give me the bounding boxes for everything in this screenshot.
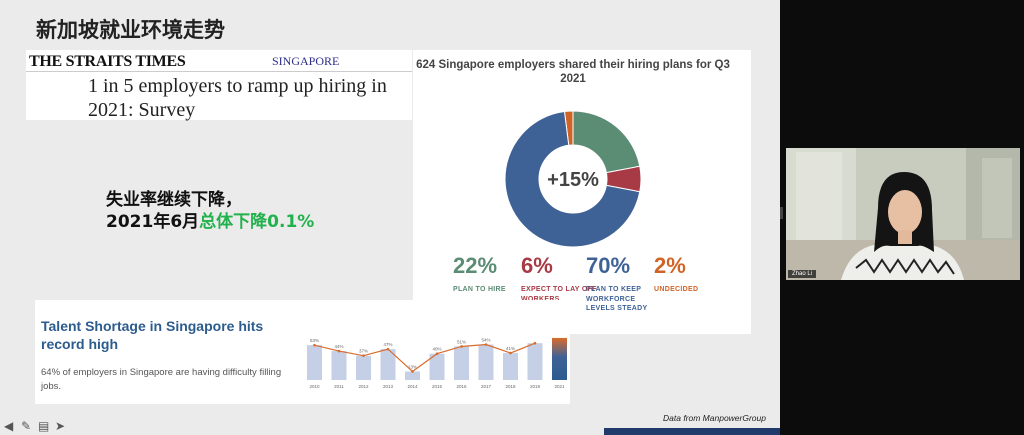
- stat-value: 2%: [654, 253, 686, 278]
- bar-2019: [527, 343, 543, 380]
- x-tick-label: 2019: [530, 384, 541, 389]
- bar-2017: [478, 344, 494, 380]
- participant-video[interactable]: Zhao Li: [786, 148, 1020, 280]
- stat-undecided: 2% UNDECIDED: [654, 253, 734, 295]
- stat-value: 6%: [521, 253, 553, 278]
- stat-value: 22%: [453, 253, 498, 278]
- hiring-plans-title: 624 Singapore employers shared their hir…: [416, 59, 730, 85]
- trend-point: [362, 354, 365, 357]
- x-tick-label: 2016: [456, 384, 467, 389]
- bar-2021: [552, 337, 567, 380]
- bar-2018: [503, 353, 518, 380]
- slides-menu-icon[interactable]: ▤: [38, 419, 50, 433]
- participant-name-tag: Zhao Li: [788, 270, 817, 278]
- hiring-plans-panel: 624 Singapore employers shared their hir…: [413, 50, 751, 334]
- bar-2013: [380, 349, 396, 380]
- unemployment-date: 2021年6月: [106, 212, 200, 232]
- trend-point: [313, 343, 316, 347]
- data-label: 44%: [334, 344, 343, 349]
- bar-2015: [429, 353, 445, 380]
- trend-point: [460, 345, 463, 348]
- talent-title: Talent Shortage in Singapore hits record…: [41, 318, 264, 352]
- stat-label: PLAN TO KEEP WORKFORCE LEVELS STEADY: [586, 286, 648, 312]
- x-tick-label: 2015: [432, 384, 443, 389]
- presentation-slide: 新加坡就业环境走势 THE STRAITS TIMES SINGAPORE 1 …: [0, 0, 780, 435]
- footer-accent-bar: [604, 428, 780, 435]
- x-tick-label: 2012: [358, 384, 369, 389]
- data-label: 41%: [506, 346, 515, 351]
- donut-slice-plan-to-hire: [572, 110, 641, 174]
- next-slide-icon[interactable]: ➤: [55, 419, 66, 433]
- unemployment-line-1: 失业率继续下降，: [106, 190, 242, 210]
- x-tick-label: 2013: [383, 384, 394, 389]
- x-tick-label: 2021: [554, 384, 565, 389]
- donut-slice-keep-steady: [504, 110, 641, 248]
- stat-keep-steady: 70% PLAN TO KEEP WORKFORCE LEVELS STEADY: [586, 253, 666, 314]
- bar-2011: [331, 351, 347, 380]
- bar-2014: [405, 371, 420, 380]
- bar-2012: [356, 355, 371, 380]
- talent-shortage-panel: Talent Shortage in Singapore hits record…: [35, 300, 570, 404]
- x-tick-label: 2014: [407, 384, 418, 389]
- talent-shortage-bar-chart: 2010 53% 2011 44% 2012 37% 2013 47% 2014 13% 2015 4…: [307, 337, 567, 389]
- x-tick-label: 2011: [334, 384, 344, 389]
- unemployment-note: 失业率继续下降， 2021年6月总体下降0.1%: [106, 189, 314, 233]
- donut-center-label: +15%: [547, 169, 599, 191]
- stat-lay-off: 6% EXPECT TO LAY OFF WORKERS: [521, 253, 601, 304]
- trend-point: [533, 341, 537, 345]
- talent-body: 64% of employers in Singapore are having…: [41, 367, 282, 392]
- bar-2016: [454, 346, 469, 380]
- trend-point: [509, 351, 512, 355]
- participant-video-frame: [786, 148, 1020, 280]
- news-divider: [26, 71, 412, 72]
- data-label: 40%: [432, 347, 441, 352]
- x-tick-label: 2018: [505, 384, 516, 389]
- trend-point: [435, 352, 439, 356]
- slide-title: 新加坡就业环境走势: [36, 18, 225, 42]
- data-label: 37%: [359, 349, 368, 354]
- trend-point: [337, 349, 341, 353]
- trend-point: [411, 370, 414, 373]
- unemployment-line-2: 2021年6月总体下降0.1%: [106, 211, 314, 233]
- slide-toolbar: ◀ ✎ ▤ ➤: [4, 417, 72, 435]
- x-tick-label: 2017: [481, 384, 492, 389]
- news-section-label: SINGAPORE: [272, 54, 340, 68]
- trend-point: [484, 343, 488, 346]
- newspaper-masthead: THE STRAITS TIMES: [29, 53, 186, 70]
- data-label: 13%: [408, 364, 417, 369]
- stat-label: UNDECIDED: [654, 286, 699, 293]
- previous-slide-icon[interactable]: ◀: [4, 419, 14, 433]
- stat-plan-to-hire: 22% PLAN TO HIRE: [453, 253, 533, 295]
- trend-line: [314, 342, 536, 373]
- splitter-handle[interactable]: [780, 207, 783, 219]
- data-label: 54%: [481, 338, 490, 343]
- hiring-donut-chart: +15%: [504, 110, 642, 248]
- unemployment-highlight: 总体下降0.1%: [199, 212, 315, 232]
- pen-tool-icon[interactable]: ✎: [21, 419, 32, 433]
- data-label: 47%: [383, 342, 392, 347]
- bar-2010: [307, 345, 322, 380]
- news-clipping: THE STRAITS TIMES SINGAPORE 1 in 5 emplo…: [26, 50, 412, 121]
- trend-point: [386, 347, 390, 351]
- news-headline: 1 in 5 employers to ramp up hiring in 20…: [88, 75, 387, 121]
- stat-label: PLAN TO HIRE: [453, 286, 506, 293]
- stat-value: 70%: [586, 253, 631, 278]
- data-label: 53%: [310, 338, 319, 343]
- data-label: 51%: [457, 339, 466, 344]
- stat-label: EXPECT TO LAY OFF WORKERS: [521, 286, 597, 303]
- data-source-note: Data from ManpowerGroup: [663, 413, 766, 423]
- x-tick-label: 2010: [309, 384, 320, 389]
